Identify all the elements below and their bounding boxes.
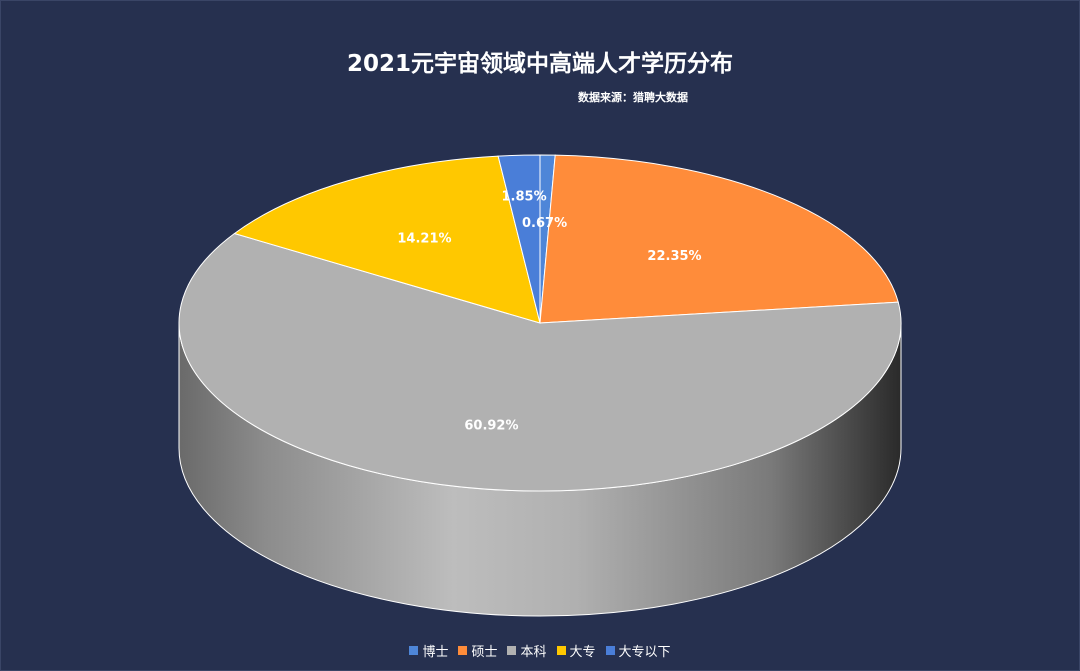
pie-slice-4	[233, 155, 541, 324]
legend-swatch-2	[458, 646, 468, 655]
legend-label-3: 本科	[520, 645, 547, 660]
legend-item-3: 本科	[507, 641, 547, 660]
legend-item-4: 大专	[556, 641, 596, 660]
data-label-1: 0.67%	[522, 216, 567, 231]
chart-subtitle: 数据来源：猎聘大数据	[578, 91, 688, 104]
legend-swatch-4	[556, 646, 566, 655]
legend-swatch-5	[605, 646, 615, 655]
legend-swatch-1	[409, 646, 419, 655]
legend-item-1: 博士	[409, 641, 448, 660]
data-label-5: 1.85%	[502, 190, 547, 205]
pie-slice-3	[178, 232, 902, 492]
legend-item-5: 大专以下	[605, 641, 671, 660]
legend-item-2: 硕士	[458, 641, 497, 660]
data-label-2: 22.35%	[647, 249, 701, 264]
legend-swatch-3	[507, 646, 517, 655]
chart-legend: 博士 硕士 本科 大专 大专以下	[0, 641, 1080, 660]
legend-label-2: 硕士	[471, 645, 498, 660]
chart-title: 2021元宇宙领域中高端人才学历分布	[346, 51, 733, 77]
legend-label-1: 博士	[422, 645, 449, 660]
data-label-3: 60.92%	[464, 419, 518, 434]
pie-slice-5	[497, 154, 541, 324]
legend-label-5: 大专以下	[618, 645, 671, 660]
legend-label-4: 大专	[569, 645, 596, 660]
data-label-4: 14.21%	[397, 232, 451, 247]
pie-slice-2	[539, 154, 899, 324]
